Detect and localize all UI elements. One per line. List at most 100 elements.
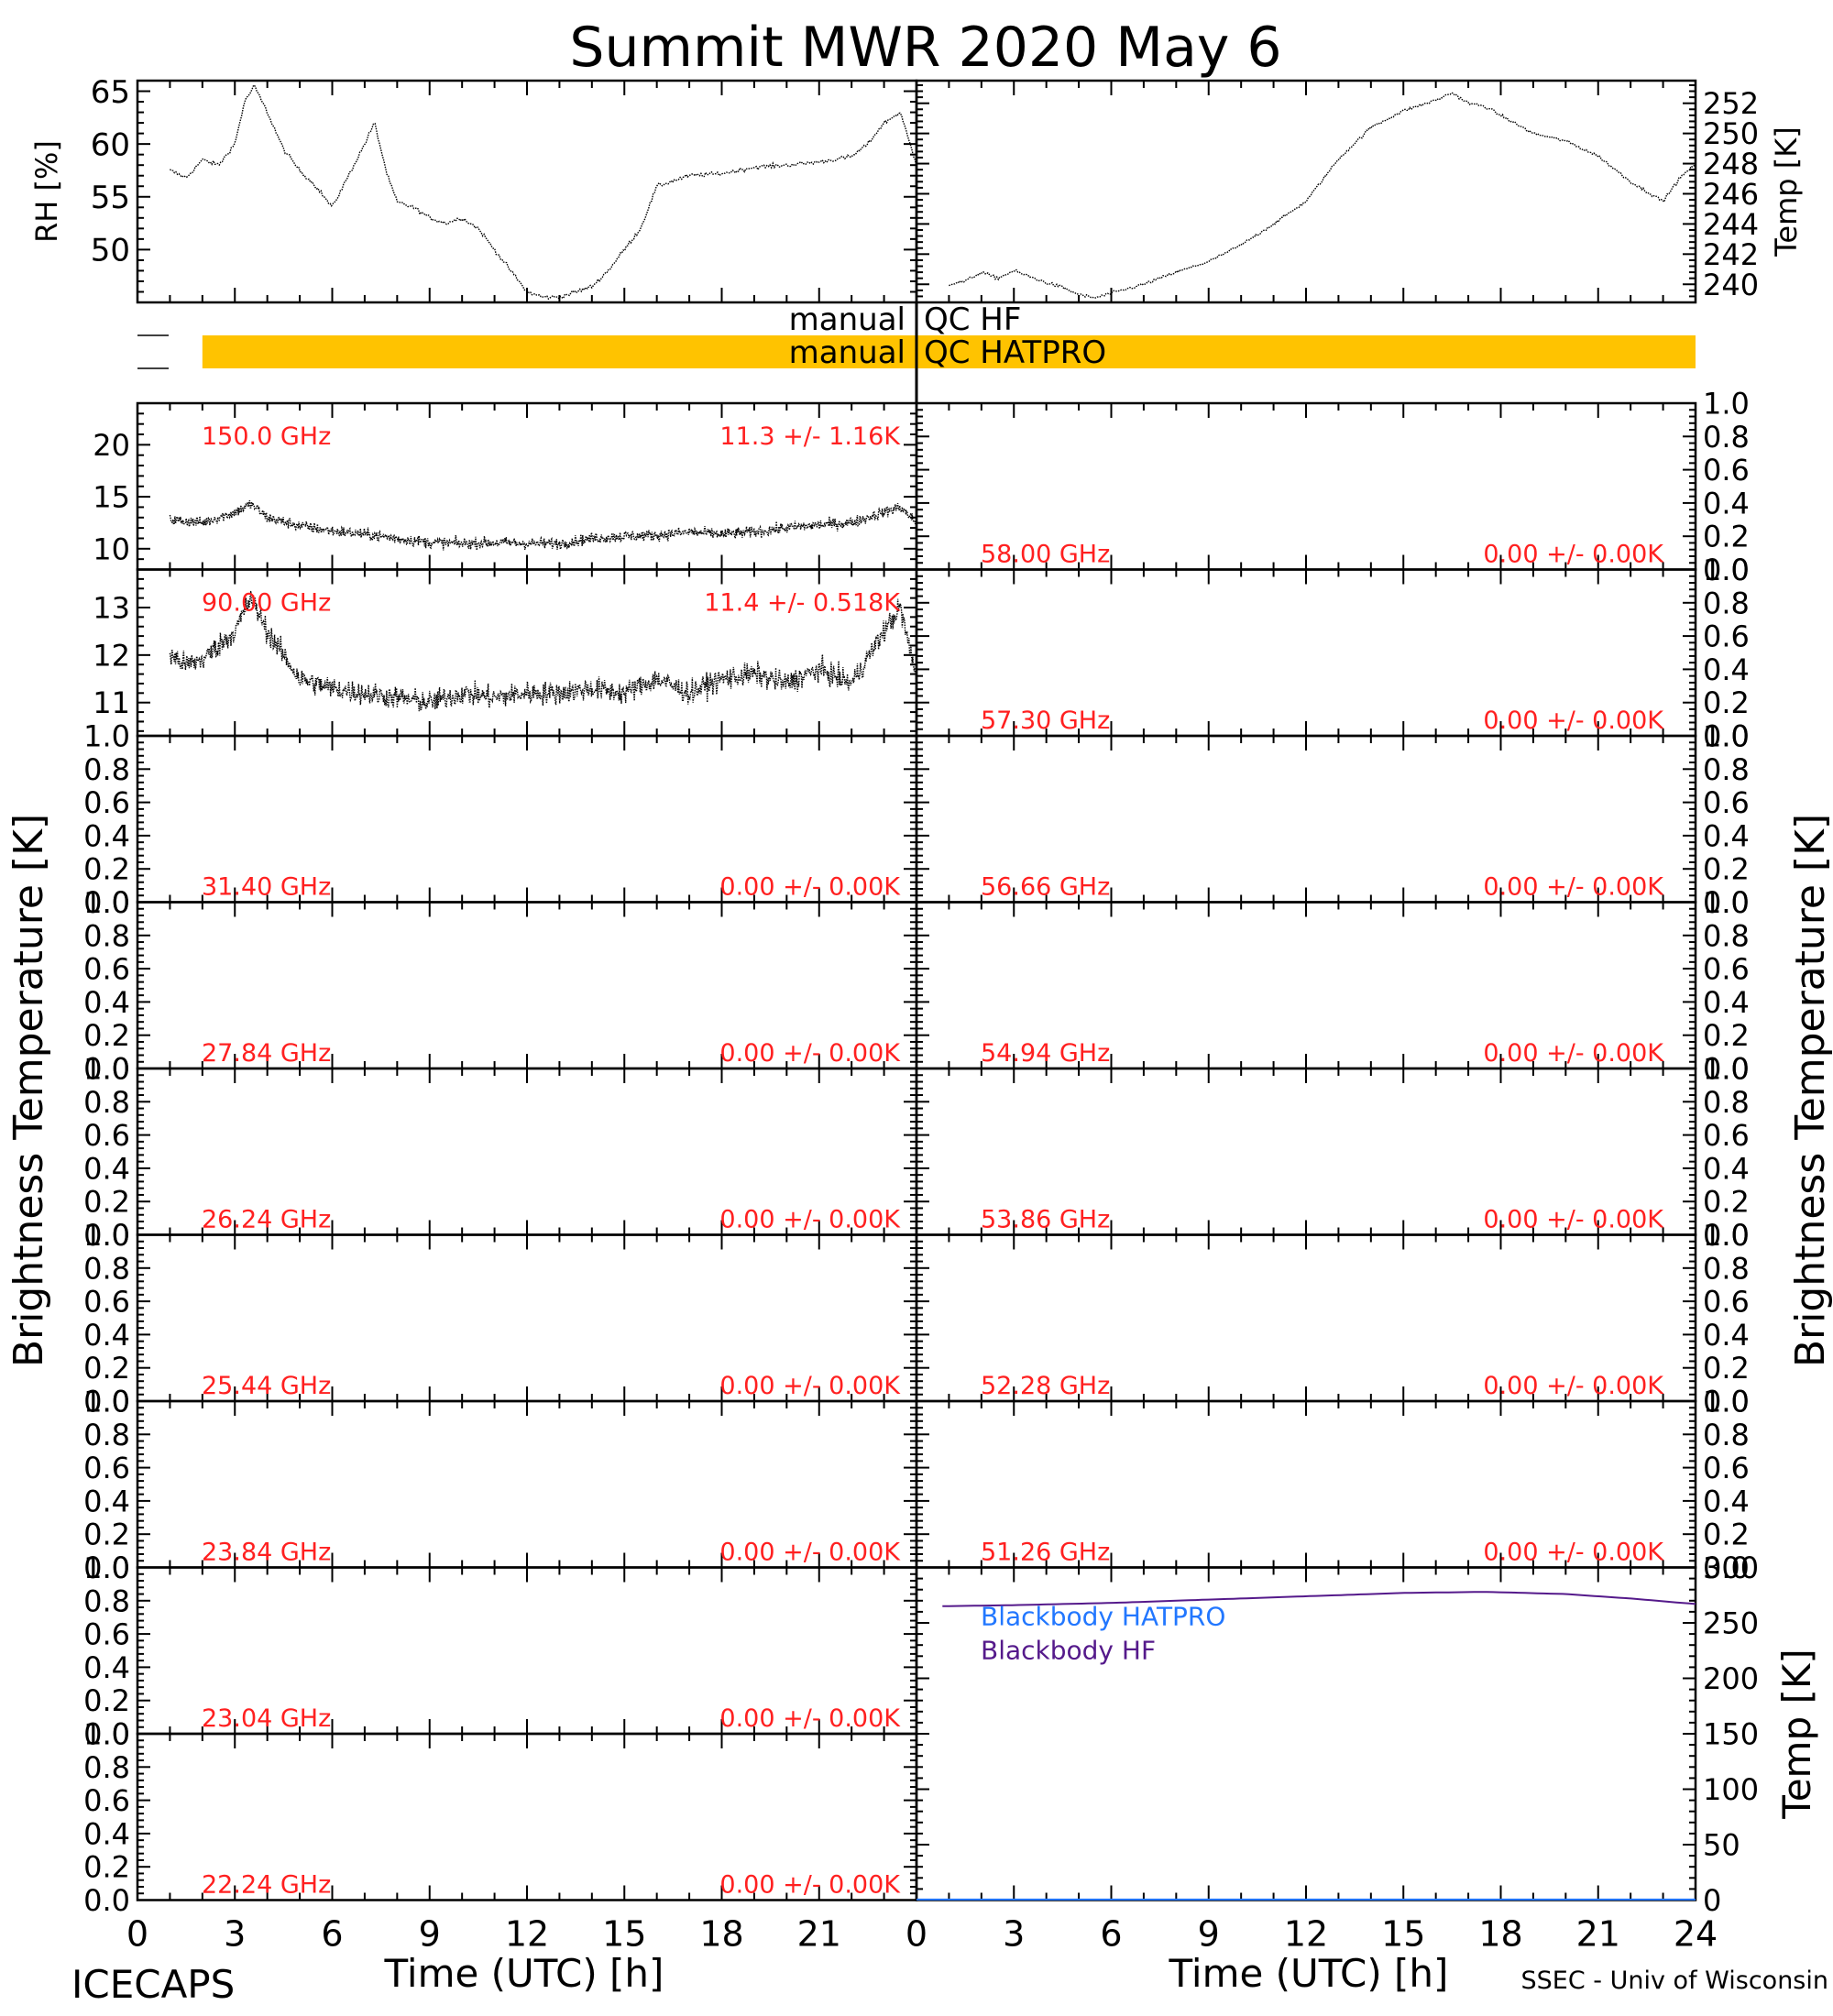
x-axis-label-left: Time (UTC) [h] [384,1951,664,1996]
panel-tb-22.24-freq-label: 22.24 GHz [202,1871,331,1900]
y-tick-label: 0.6 [1703,1118,1750,1153]
y-tick-label: 0.2 [1703,852,1750,887]
qc-label-hatpro-left: manual [789,334,906,371]
y-tick-label: 1.0 [83,1550,130,1585]
qc-label-hf-right: QC HF [924,301,1021,338]
x-tick-label-left: 12 [505,1914,549,1955]
y-tick-label: 0.0 [1703,1052,1750,1087]
qc-label-hatpro-right: QC HATPRO [924,334,1106,371]
panel-tb-58.00-x-ticks [916,403,1696,570]
y-tick-label: 50 [91,233,130,269]
y-tick-label: 246 [1703,177,1759,212]
panel-tb-56.66-y-axis: 0.00.20.40.60.81.0 [916,719,1750,920]
panel-tb-57.30-y-axis: 0.00.20.40.60.81.0 [916,553,1750,754]
y-tick-label: 0.0 [1703,1385,1750,1419]
panel-tb-25.44-freq-label: 25.44 GHz [202,1372,331,1400]
y-tick-label: 0.6 [83,1617,130,1652]
panel-tb-56.66-freq-label: 56.66 GHz [981,873,1110,902]
panel-tb-23.04-freq-label: 23.04 GHz [202,1704,331,1733]
y-tick-label: 0.4 [83,1484,130,1518]
y-tick-label: 200 [1703,1661,1759,1696]
y-tick-label: 0.0 [83,1385,130,1419]
temp-y-label: Temp [K] [1769,126,1804,257]
y-tick-label: 0.6 [1703,952,1750,987]
y-tick-label: 0.4 [83,985,130,1020]
panel-tb-26.24-y-axis: 0.00.20.40.60.81.0 [83,1052,916,1253]
y-tick-label: 1.0 [83,719,130,754]
y-tick-label: 65 [91,74,130,111]
y-tick-label: 0.4 [83,1650,130,1685]
y-tick-label: 0.4 [1703,818,1750,853]
rh-y-label: RH [%] [29,140,64,243]
panel-tb-51.26-y-axis: 0.00.20.40.60.81.0 [916,1385,1750,1585]
rh-panel-frame [136,79,918,304]
panel-tb-52.28-stat-label: 0.00 +/- 0.00K [1483,1372,1664,1400]
rh-panel-x-ticks [137,81,917,302]
x-tick-label-right: 18 [1478,1914,1522,1955]
y-tick-label: 10 [93,531,130,566]
y-tick-label: 0.0 [83,1717,130,1752]
panel-tb-51.26-freq-label: 51.26 GHz [981,1539,1110,1567]
y-tick-label: 0.4 [83,1816,130,1851]
panel-tb-53.86-freq-label: 53.86 GHz [981,1206,1110,1234]
y-tick-label: 248 [1703,147,1759,181]
panel-tb-58.00-freq-label: 58.00 GHz [981,541,1110,569]
rh-line [170,83,917,301]
x-tick-label-right: 6 [1100,1914,1122,1955]
x-tick-label-left: 6 [321,1914,343,1955]
panel-tb-51.26-x-ticks [916,1401,1696,1568]
x-tick-label-right: 21 [1576,1914,1620,1955]
y-tick-label: 0.6 [83,1451,130,1485]
y-tick-label: 0.2 [1703,1517,1750,1552]
y-tick-label: 250 [1703,116,1759,151]
y-tick-label: 0.0 [1703,1550,1750,1585]
panel-tb-57.30-freq-label: 57.30 GHz [981,707,1110,735]
y-tick-label: 0.0 [83,1052,130,1087]
y-tick-label: 0.8 [83,1085,130,1120]
rh-trace [170,83,917,301]
panel-tb-31.40-y-axis: 0.00.20.40.60.81.0 [83,719,916,920]
y-tick-label: 0.8 [83,1418,130,1452]
panel-tb-27.84-y-axis: 0.00.20.40.60.81.0 [83,885,916,1087]
tb-150.0-trace [169,500,917,551]
panel-tb-54.94-x-ticks [916,902,1696,1068]
panel-tb-22.24-y-axis: 0.00.20.40.60.81.0 [83,1717,916,1918]
y-tick-label: 150 [1703,1717,1759,1752]
y-tick-label: 0.6 [83,952,130,987]
y-tick-label: 0.4 [1703,1484,1750,1518]
panel-tb-90.00-x-ticks [137,569,917,736]
y-tick-label: 0.8 [1703,918,1750,953]
y-axis-label-left: Brightness Temperature [K] [5,814,52,1367]
y-tick-label: 0.8 [83,1750,130,1785]
panel-tb-150.0-freq-label: 150.0 GHz [202,422,331,451]
y-tick-label: 0 [1703,1883,1721,1918]
y-tick-label: 0.4 [83,818,130,853]
y-tick-label: 0.2 [83,852,130,887]
y-tick-label: 0.2 [83,1517,130,1552]
x-tick-label-right: 12 [1284,1914,1328,1955]
y-tick-label: 0.2 [1703,1351,1750,1386]
y-tick-label: 55 [91,180,130,216]
legend-blackbody-hf: Blackbody HF [981,1636,1156,1666]
x-tick-label-left: 18 [699,1914,743,1955]
y-tick-label: 0.8 [83,918,130,953]
y-tick-label: 0.0 [1703,1218,1750,1253]
y-tick-label: 1.0 [1703,885,1750,920]
y-tick-label: 1.0 [83,1218,130,1253]
panel-tb-54.94-freq-label: 54.94 GHz [981,1039,1110,1068]
y-tick-label: 60 [91,126,130,163]
x-tick-label-left: 3 [224,1914,246,1955]
y-tick-label: 252 [1703,86,1759,121]
footer-left: ICECAPS [71,1962,235,2007]
qc-layer: manual QC HF manual QC HATPRO [137,301,1696,403]
temp-trace [949,92,1696,299]
panel-tb-57.30-x-ticks [916,569,1696,736]
y-tick-label: 12 [93,638,130,673]
y-tick-label: 240 [1703,268,1759,302]
x-tick-label-right: 9 [1198,1914,1220,1955]
y-axis-label-right: Brightness Temperature [K] [1787,814,1833,1367]
legend-blackbody-hatpro: Blackbody HATPRO [981,1602,1225,1632]
y-tick-label: 0.8 [83,1583,130,1618]
